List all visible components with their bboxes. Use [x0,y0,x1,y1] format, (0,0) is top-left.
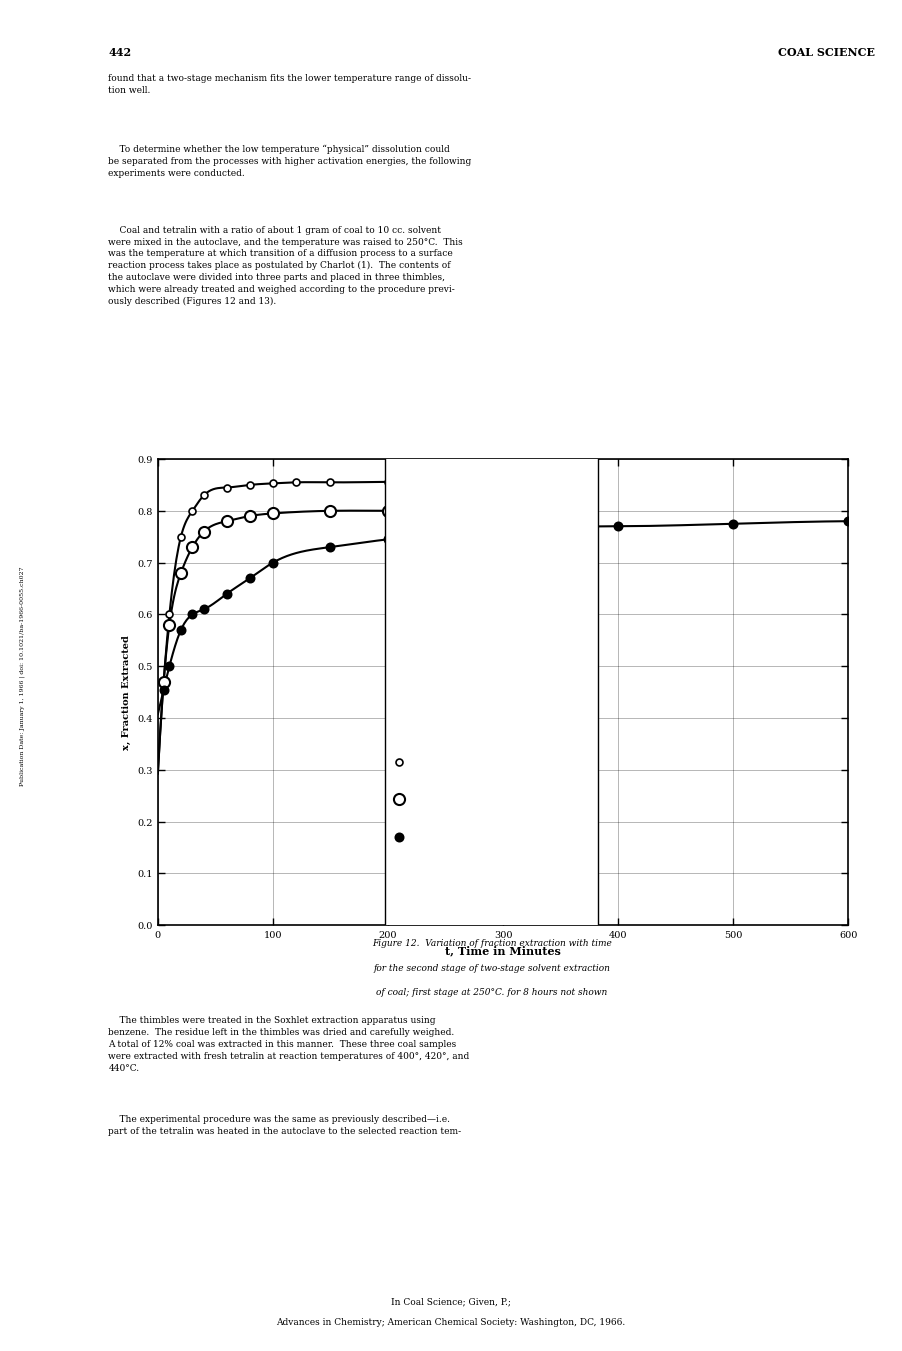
Text: of coal; first stage at 250°C. for 8 hours not shown: of coal; first stage at 250°C. for 8 hou… [376,988,607,997]
Text: To determine whether the low temperature “physical” dissolution could
be separat: To determine whether the low temperature… [108,145,472,177]
Text: for the second stage of two-stage solvent extraction: for the second stage of two-stage solven… [373,963,610,973]
Text: found that a two-stage mechanism fits the lower temperature range of dissolu-
ti: found that a two-stage mechanism fits th… [108,74,471,95]
Text: Publication Date: January 1, 1966 | doi: 10.1021/ba-1966-0055.ch027: Publication Date: January 1, 1966 | doi:… [20,566,25,785]
Text: The experimental procedure was the same as previously described—i.e.
part of the: The experimental procedure was the same … [108,1115,461,1135]
Text: Advances in Chemistry; American Chemical Society: Washington, DC, 1966.: Advances in Chemistry; American Chemical… [276,1317,626,1327]
Text: COAL SCIENCE: COAL SCIENCE [778,47,875,58]
FancyBboxPatch shape [384,0,598,1351]
Text: The thimbles were treated in the Soxhlet extraction apparatus using
benzene.  Th: The thimbles were treated in the Soxhlet… [108,1016,469,1073]
Text: Figure 12.  Variation of fraction extraction with time: Figure 12. Variation of fraction extract… [372,939,612,948]
Text: o  440°C.: o 440°C. [420,758,465,767]
Y-axis label: x, Fraction Extracted: x, Fraction Extracted [122,635,131,750]
Text: In Coal Science; Given, P.;: In Coal Science; Given, P.; [391,1297,511,1306]
Text: ●  400°C.: ● 400°C. [420,832,468,842]
Text: 442: 442 [108,47,132,58]
Text: Coal and tetralin with a ratio of about 1 gram of coal to 10 cc. solvent
were mi: Coal and tetralin with a ratio of about … [108,226,463,305]
X-axis label: t, Time in Minutes: t, Time in Minutes [445,944,561,957]
Text: O  420°C.: O 420°C. [420,796,467,804]
